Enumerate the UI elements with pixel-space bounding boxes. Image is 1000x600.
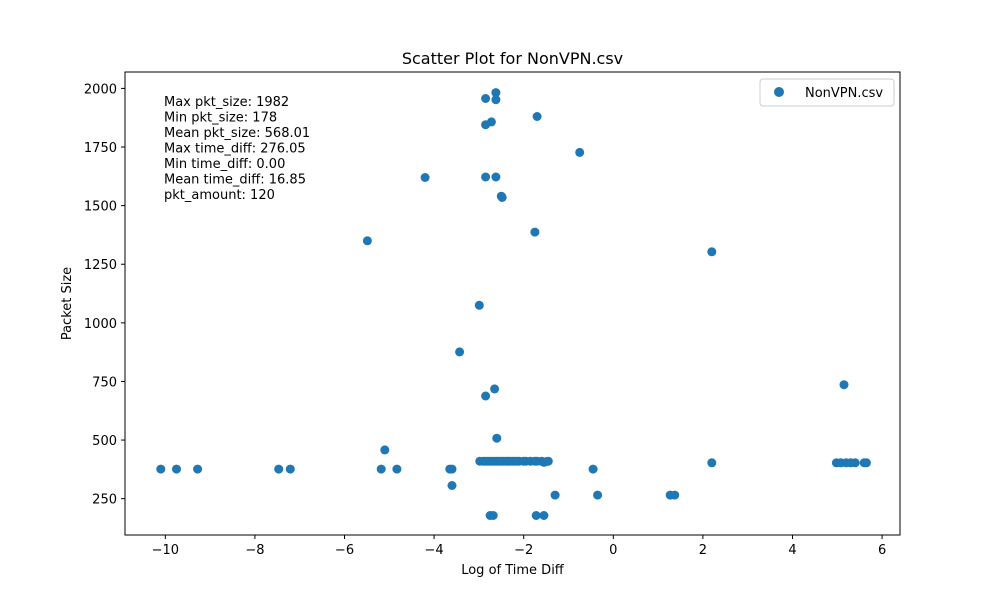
x-tick-label: −2 bbox=[514, 543, 533, 558]
data-point bbox=[380, 445, 390, 455]
data-point bbox=[492, 433, 502, 443]
data-point bbox=[707, 247, 717, 257]
y-tick-label: 1500 bbox=[84, 200, 117, 215]
data-point bbox=[491, 95, 501, 105]
data-point bbox=[172, 464, 181, 474]
stats-line: Max time_diff: 276.05 bbox=[164, 142, 306, 157]
x-tick-label: 2 bbox=[699, 543, 707, 558]
data-point bbox=[575, 147, 585, 157]
y-tick-label: 2000 bbox=[84, 82, 117, 97]
data-point bbox=[481, 120, 491, 130]
data-point bbox=[481, 391, 491, 401]
data-point bbox=[481, 172, 491, 182]
data-point bbox=[491, 172, 501, 182]
x-tick-label: −10 bbox=[152, 543, 179, 558]
y-tick-label: 500 bbox=[92, 434, 117, 449]
data-point bbox=[861, 458, 871, 468]
y-tick-label: 1000 bbox=[84, 317, 117, 332]
data-point bbox=[550, 490, 560, 500]
legend-box bbox=[759, 78, 895, 107]
data-point bbox=[193, 464, 203, 474]
stats-line: Min pkt_size: 178 bbox=[164, 111, 277, 126]
data-point bbox=[497, 192, 507, 202]
plot-frame bbox=[124, 71, 901, 536]
data-point bbox=[455, 347, 465, 357]
data-point bbox=[488, 511, 498, 520]
data-points-layer bbox=[156, 88, 871, 520]
data-point bbox=[839, 380, 849, 390]
y-tick-label: 250 bbox=[92, 493, 117, 508]
data-point bbox=[474, 300, 484, 310]
y-tick-label: 750 bbox=[92, 375, 117, 390]
data-point bbox=[481, 94, 491, 103]
x-tick-label: −4 bbox=[425, 543, 444, 558]
data-point bbox=[530, 227, 540, 237]
data-point bbox=[156, 464, 166, 474]
data-point bbox=[491, 88, 501, 98]
legend-label: NonVPN.csv bbox=[805, 86, 883, 101]
data-point bbox=[850, 458, 860, 468]
data-point bbox=[420, 173, 430, 182]
data-point bbox=[490, 384, 500, 394]
x-tick-label: 6 bbox=[878, 543, 886, 558]
legend-marker bbox=[774, 87, 784, 97]
data-point bbox=[532, 112, 542, 121]
x-tick-label: −6 bbox=[335, 543, 354, 558]
x-axis-label: Log of Time Diff bbox=[461, 563, 565, 578]
data-point bbox=[539, 511, 549, 520]
y-tick-label: 1750 bbox=[84, 141, 117, 156]
data-point bbox=[593, 490, 603, 500]
data-point bbox=[376, 464, 386, 474]
legend: NonVPN.csv bbox=[759, 78, 895, 107]
data-point bbox=[531, 511, 541, 520]
data-point bbox=[285, 464, 295, 474]
y-tick-label: 1250 bbox=[84, 258, 117, 273]
data-point bbox=[543, 456, 553, 466]
stats-line: pkt_amount: 120 bbox=[164, 188, 275, 203]
x-tick-label: 0 bbox=[609, 543, 617, 558]
x-tick-label: −8 bbox=[245, 543, 264, 558]
data-point bbox=[670, 490, 680, 500]
data-point bbox=[362, 236, 372, 246]
x-axis-ticks: −10 −8 −6 −4 −2 0 2 4 6 bbox=[152, 535, 886, 558]
data-point bbox=[447, 464, 457, 474]
stats-line: Mean time_diff: 16.85 bbox=[164, 173, 306, 188]
stats-line: Min time_diff: 0.00 bbox=[164, 157, 285, 172]
data-point bbox=[588, 464, 598, 474]
data-point bbox=[707, 458, 717, 468]
y-axis-label: Packet Size bbox=[60, 267, 75, 340]
y-axis-ticks: 250 500 750 1000 1250 1500 1750 2000 bbox=[84, 82, 125, 508]
chart-title: Scatter Plot for NonVPN.csv bbox=[402, 49, 623, 68]
data-point bbox=[392, 464, 402, 474]
x-tick-label: 4 bbox=[788, 543, 796, 558]
stats-line: Max pkt_size: 1982 bbox=[164, 95, 289, 110]
stats-line: Mean pkt_size: 568.01 bbox=[164, 126, 310, 141]
data-point bbox=[274, 464, 284, 474]
data-point bbox=[447, 481, 457, 490]
